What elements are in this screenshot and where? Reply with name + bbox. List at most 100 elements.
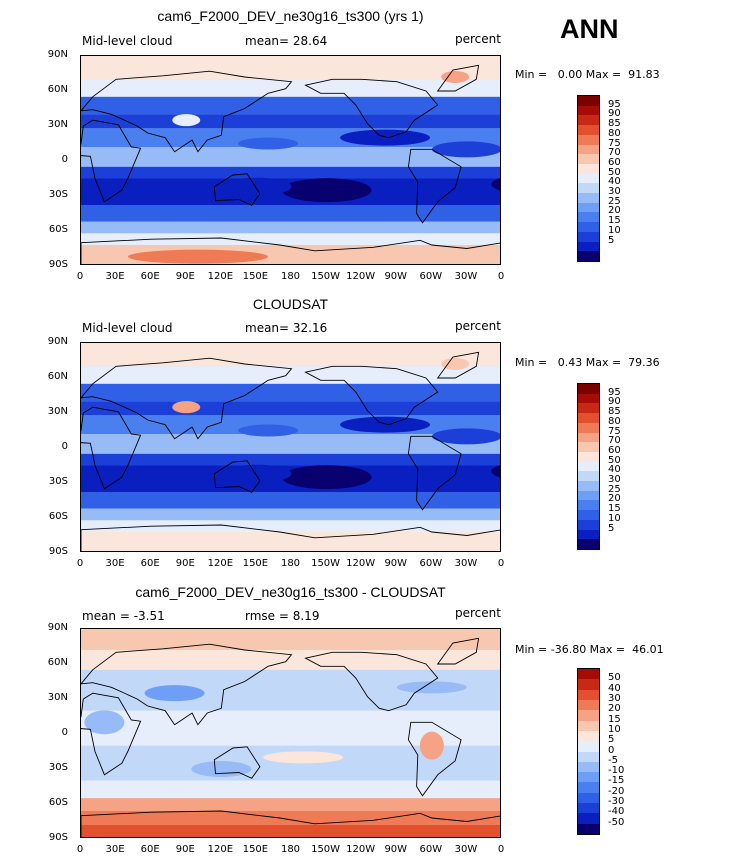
coastline	[81, 524, 500, 551]
coastline	[436, 351, 480, 379]
colorbar-tick-label: 20	[608, 205, 621, 217]
colorbar-swatch	[578, 772, 599, 783]
colorbar-tick-label: 95	[608, 98, 621, 110]
colorbar-tick-label: -50	[608, 816, 625, 828]
cloud-field	[81, 629, 500, 837]
colorbar-tick-label: 75	[608, 137, 621, 149]
colorbar-swatch	[578, 134, 599, 145]
colorbar-swatch	[578, 689, 599, 700]
longitude-label: 30E	[105, 844, 125, 855]
longitude-label: 150W	[311, 844, 341, 855]
mean-label: mean= 28.64	[245, 34, 328, 48]
colorbar-swatch	[578, 529, 599, 540]
latitude-label: 0	[61, 441, 68, 452]
colorbar-swatch	[578, 471, 599, 482]
latitude-label: 90S	[48, 832, 68, 843]
colorbar-swatch	[578, 222, 599, 232]
coastline	[81, 357, 293, 440]
colorbar-swatch	[578, 803, 599, 814]
coastline	[407, 435, 462, 511]
latitude-label: 30S	[48, 189, 68, 200]
coastline	[407, 148, 462, 224]
colorbar-swatch	[578, 782, 599, 793]
longitude-label: 90E	[175, 844, 195, 855]
colorbar-tick-label: 25	[608, 195, 621, 207]
colorbar-swatch	[578, 432, 599, 443]
map-plot	[80, 55, 501, 265]
colorbar-swatch	[578, 442, 599, 452]
colorbar-swatch	[578, 761, 599, 773]
colorbar-tick-label: 60	[608, 156, 621, 168]
longitude-label: 180	[280, 558, 301, 569]
colorbar-swatch	[578, 154, 599, 164]
latitude-label: 60N	[47, 84, 68, 95]
colorbar-tick-label: 15	[608, 215, 621, 227]
colorbar-swatch	[578, 413, 599, 423]
colorbar-tick-label: 80	[608, 127, 621, 139]
longitude-label: 150E	[242, 844, 269, 855]
colorbar-swatch	[578, 96, 599, 106]
colorbar-tick-label: 90	[608, 108, 621, 120]
latitude-label: 30N	[47, 119, 68, 130]
latitude-label: 0	[61, 154, 68, 165]
panel-title: cam6_F2000_DEV_ne30g16_ts300 (yrs 1)	[157, 8, 424, 24]
units-label: percent	[455, 32, 501, 46]
coastline	[436, 64, 480, 92]
colorbar-tick-label: 30	[608, 186, 621, 198]
coastline	[81, 406, 142, 490]
colorbar-tick-label: -5	[608, 754, 618, 766]
colorbar-swatch	[578, 231, 599, 242]
colorbar-tick-label: 0	[608, 744, 615, 756]
colorbar-swatch	[578, 710, 599, 721]
longitude-label: 60E	[140, 271, 160, 282]
colorbar-tick-label: 40	[608, 464, 621, 476]
cloud-field	[81, 56, 500, 264]
coastline	[213, 746, 261, 779]
longitude-label: 90W	[384, 271, 408, 282]
colorbar-swatch	[578, 813, 599, 824]
longitude-label: 30W	[454, 844, 478, 855]
panel-title: cam6_F2000_DEV_ne30g16_ts300 - CLOUDSAT	[135, 584, 446, 600]
coastline	[436, 637, 480, 665]
map-plot	[80, 342, 501, 552]
colorbar-swatch	[578, 403, 599, 414]
longitude-label: 120E	[207, 844, 234, 855]
longitude-label: 0	[497, 844, 505, 855]
coastline	[213, 173, 261, 206]
colorbar-swatch	[578, 393, 599, 404]
coastline	[81, 119, 142, 203]
colorbar-tick-label: 5	[608, 734, 615, 746]
latitude-label: 60N	[47, 657, 68, 668]
coastline	[304, 651, 439, 712]
latitude-label: 90N	[47, 49, 68, 60]
colorbar-tick-label: 85	[608, 406, 621, 418]
min-max-label: Min = 0.43 Max = 79.36	[515, 356, 660, 369]
colorbar-tick-label: 40	[608, 682, 621, 694]
longitude-label: 90W	[384, 844, 408, 855]
longitude-label: 150E	[242, 271, 269, 282]
longitude-label: 60E	[140, 558, 160, 569]
colorbar-tick-label: 15	[608, 713, 621, 725]
longitude-label: 150W	[311, 271, 341, 282]
latitude-label: 30S	[48, 476, 68, 487]
latitude-label: 90N	[47, 336, 68, 347]
coastline	[304, 365, 439, 426]
colorbar-swatch	[578, 422, 599, 433]
colorbar-swatch	[578, 193, 599, 203]
colorbar	[577, 383, 600, 550]
colorbar-swatch	[578, 481, 599, 491]
latitude-label: 90S	[48, 259, 68, 270]
coastline	[81, 810, 500, 837]
map-plot	[80, 628, 501, 838]
colorbar-tick-label: 95	[608, 386, 621, 398]
colorbar-swatch	[578, 500, 599, 511]
colorbar-swatch	[578, 144, 599, 155]
colorbar-tick-label: -15	[608, 775, 625, 787]
colorbar-tick-label: 10	[608, 512, 621, 524]
colorbar-swatch	[578, 751, 599, 762]
panel-title: CLOUDSAT	[252, 296, 329, 312]
mean-label: mean = -3.51	[82, 609, 165, 623]
colorbar-tick-label: 50	[608, 454, 621, 466]
colorbar-swatch	[578, 741, 599, 752]
colorbar-swatch	[578, 510, 599, 520]
